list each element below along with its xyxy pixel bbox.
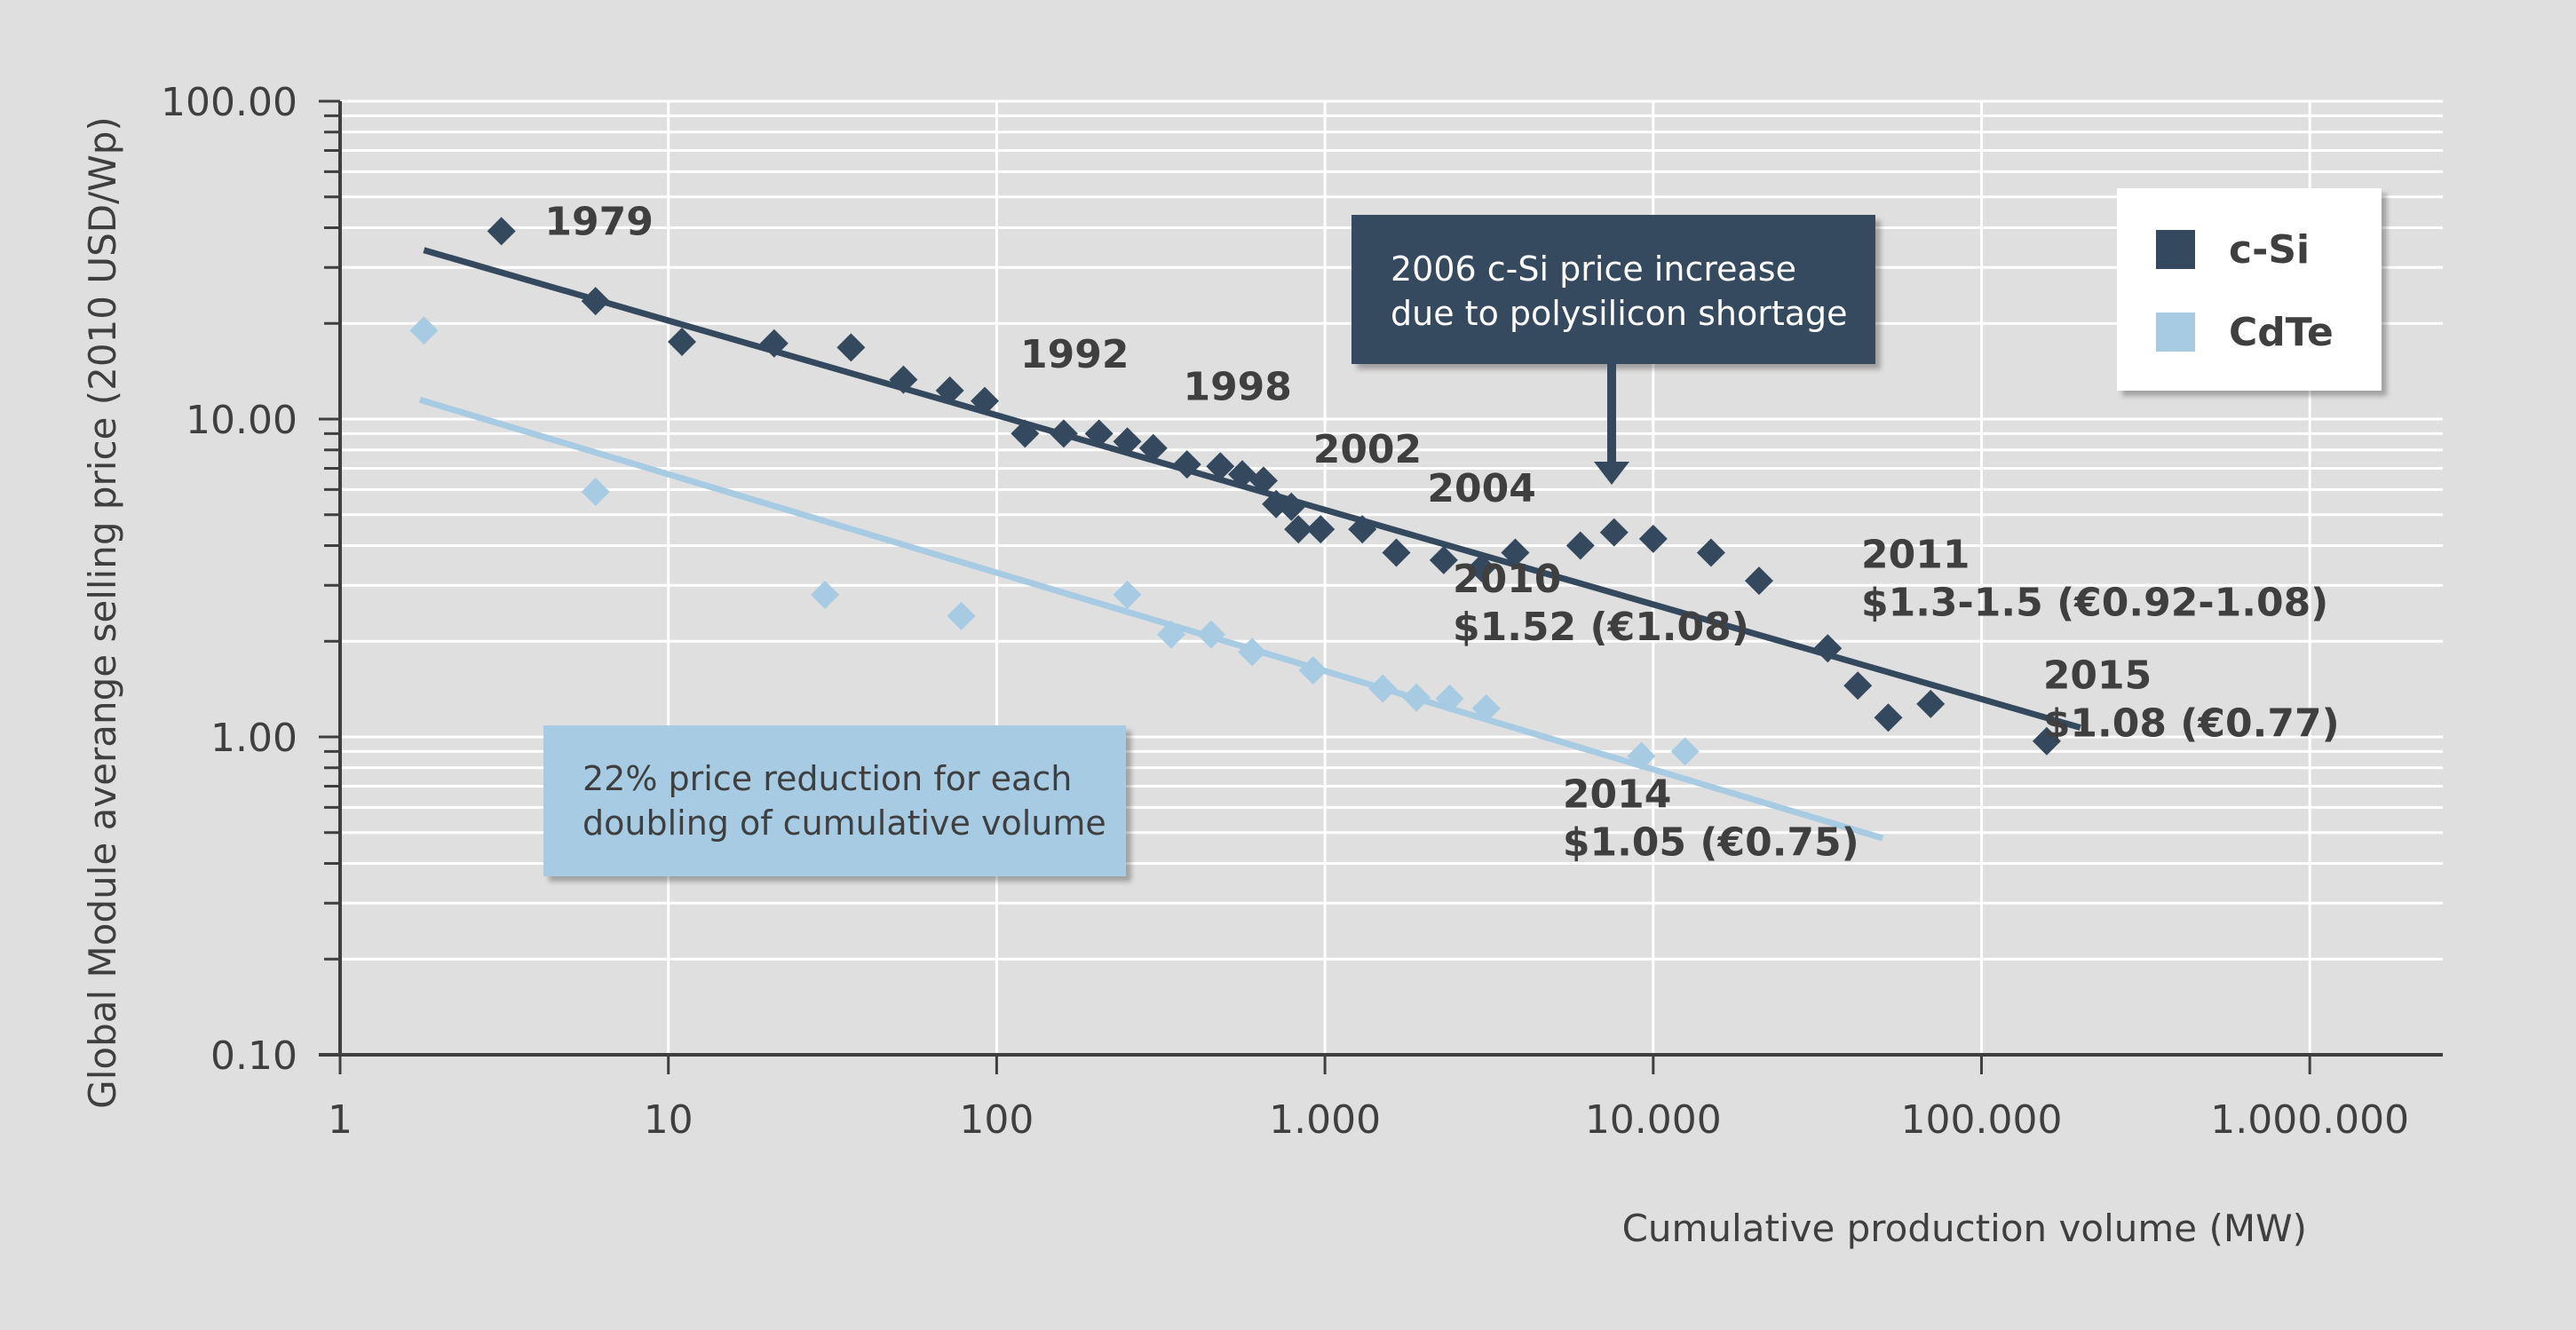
annotation-2011: 2011 $1.3-1.5 (€0.92-1.08) bbox=[1861, 533, 2328, 626]
callout-polysilicon: 2006 c-Si price increase due to polysili… bbox=[1351, 215, 1875, 485]
data-point-cdte bbox=[1156, 620, 1185, 649]
data-point-c-si bbox=[1874, 703, 1903, 732]
data-point-c-si bbox=[1172, 450, 1201, 479]
annotation-2014: 2014 $1.05 (€0.75) bbox=[1563, 772, 1859, 865]
annotation-1992: 1992 bbox=[1020, 332, 1129, 377]
legend-swatch-csi bbox=[2156, 230, 2195, 269]
data-point-cdte bbox=[1238, 637, 1267, 667]
data-point-c-si bbox=[1843, 671, 1873, 701]
data-point-cdte bbox=[947, 601, 976, 630]
legend-box bbox=[2117, 188, 2382, 391]
data-point-cdte bbox=[409, 316, 439, 345]
data-point-c-si bbox=[889, 365, 918, 394]
x-tick-label: 100 bbox=[959, 1097, 1034, 1143]
data-point-c-si bbox=[1501, 538, 1530, 567]
data-point-c-si bbox=[935, 376, 964, 405]
data-point-c-si bbox=[487, 217, 516, 246]
data-point-c-si bbox=[971, 386, 1000, 416]
y-tick-label: 100.00 bbox=[161, 80, 297, 125]
trend-line-c-si bbox=[423, 247, 2081, 731]
data-point-c-si bbox=[1916, 689, 1946, 718]
data-points bbox=[409, 217, 2061, 771]
legend-label-csi: c-Si bbox=[2229, 227, 2310, 273]
data-point-cdte bbox=[1402, 683, 1431, 712]
x-axis-title: Cumulative production volume (MW) bbox=[1622, 1207, 2307, 1250]
callout-polysilicon-line-2: due to polysilicon shortage bbox=[1391, 294, 1848, 333]
data-point-c-si bbox=[1744, 566, 1773, 596]
data-point-c-si bbox=[1277, 492, 1306, 521]
callout-learning-rate: 22% price reduction for each doubling of… bbox=[543, 725, 1126, 876]
data-point-c-si bbox=[1429, 545, 1458, 574]
data-point-c-si bbox=[1696, 538, 1725, 567]
callout-learning-rate-line-2: doubling of cumulative volume bbox=[583, 804, 1106, 843]
callout-learning-rate-line-1: 22% price reduction for each bbox=[583, 759, 1072, 798]
data-point-cdte bbox=[1670, 737, 1700, 766]
data-point-c-si bbox=[1113, 427, 1142, 456]
data-point-c-si bbox=[668, 327, 697, 356]
data-point-c-si bbox=[1248, 466, 1278, 495]
annotation-2010: 2010 $1.52 (€1.08) bbox=[1453, 557, 1749, 650]
data-point-cdte bbox=[1113, 580, 1142, 609]
data-point-c-si bbox=[1382, 538, 1411, 567]
data-point-c-si bbox=[1467, 553, 1496, 582]
x-tick-label: 10 bbox=[644, 1097, 694, 1143]
data-point-c-si bbox=[1599, 518, 1629, 547]
data-point-c-si bbox=[1638, 524, 1668, 553]
data-point-c-si bbox=[2032, 726, 2061, 756]
data-point-c-si bbox=[1306, 515, 1336, 544]
data-point-c-si bbox=[1284, 515, 1313, 544]
data-point-c-si bbox=[759, 329, 789, 358]
legend-label-cdte: CdTe bbox=[2229, 310, 2334, 355]
data-point-c-si bbox=[1049, 419, 1078, 448]
x-tick-label: 1 bbox=[328, 1097, 353, 1143]
data-point-cdte bbox=[1435, 684, 1464, 713]
annotation-2004: 2004 bbox=[1427, 466, 1535, 511]
x-tick-label: 1.000.000 bbox=[2210, 1097, 2409, 1143]
legend: c-Si CdTe bbox=[2117, 188, 2382, 391]
data-point-c-si bbox=[1138, 433, 1168, 463]
annotation-1979: 1979 bbox=[544, 199, 653, 244]
annotation-2002: 2002 bbox=[1313, 427, 1422, 472]
y-tick-label: 10.00 bbox=[186, 398, 297, 443]
callout-learning-rate-box bbox=[543, 725, 1126, 876]
callout-arrow-icon bbox=[1594, 462, 1629, 485]
axes: 0.10 1.00 10.00 100.00 1 10 100 1.000 10.000 100.… bbox=[161, 80, 2443, 1143]
data-point-cdte bbox=[1298, 655, 1328, 685]
data-point-c-si bbox=[836, 333, 866, 362]
data-point-c-si bbox=[1228, 460, 1257, 489]
annotation-2015: 2015 $1.08 (€0.77) bbox=[2043, 653, 2340, 746]
y-axis-title: Global Module averange selling price (20… bbox=[81, 116, 124, 1109]
data-point-c-si bbox=[1084, 419, 1114, 448]
data-point-c-si bbox=[1206, 452, 1235, 481]
annotation-1998: 1998 bbox=[1183, 364, 1291, 409]
data-point-cdte bbox=[1471, 693, 1501, 723]
y-tick-label: 0.10 bbox=[210, 1033, 297, 1079]
data-point-c-si bbox=[1348, 515, 1377, 544]
data-point-cdte bbox=[581, 478, 610, 507]
data-point-cdte bbox=[1368, 674, 1398, 703]
y-tick-label: 1.00 bbox=[210, 716, 297, 761]
x-tick-label: 10.000 bbox=[1585, 1097, 1722, 1143]
data-point-cdte bbox=[1196, 620, 1225, 649]
data-point-c-si bbox=[1813, 634, 1843, 663]
data-point-c-si bbox=[1011, 419, 1040, 448]
x-tick-label: 100.000 bbox=[1901, 1097, 2063, 1143]
legend-swatch-cdte bbox=[2156, 313, 2195, 352]
callout-polysilicon-line-1: 2006 c-Si price increase bbox=[1391, 249, 1796, 289]
data-point-c-si bbox=[1565, 531, 1595, 560]
data-point-c-si bbox=[581, 287, 610, 316]
x-tick-label: 1.000 bbox=[1269, 1097, 1381, 1143]
callout-polysilicon-box bbox=[1351, 215, 1875, 364]
data-point-cdte bbox=[1627, 741, 1656, 771]
data-point-cdte bbox=[811, 580, 840, 609]
